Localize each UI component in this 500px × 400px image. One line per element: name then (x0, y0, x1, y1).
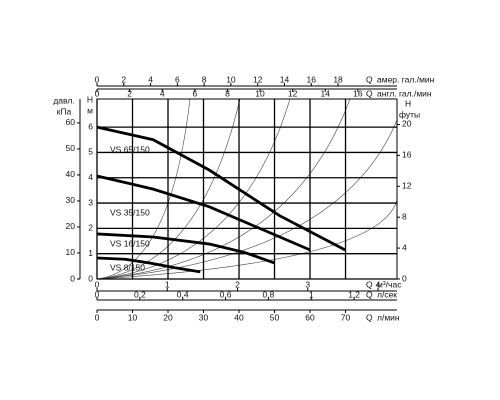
curve-label: VS 8/150 (110, 262, 145, 272)
kpa-tick-label: 40 (66, 169, 76, 179)
axis-label: H (87, 94, 93, 104)
y2-tick-label: 12 (402, 181, 412, 191)
x-tick-label: 1 (165, 279, 170, 289)
axis-q: Q (366, 88, 373, 98)
x-tick-label: 8 (225, 88, 230, 98)
x-tick-label: 6 (175, 74, 180, 84)
x-tick-label: 2 (127, 88, 132, 98)
x-tick-label: 0,6 (220, 289, 232, 299)
axis-q: Q (366, 312, 373, 322)
kpa-tick-label: 20 (66, 221, 76, 231)
x-tick-label: 0,2 (134, 289, 146, 299)
x-tick-label: 12 (253, 74, 263, 84)
axis-q: Q (366, 74, 373, 84)
x-tick-label: 3 (305, 279, 310, 289)
x-tick-label: 16 (353, 88, 363, 98)
x-tick-label: 0 (95, 74, 100, 84)
x-tick-label: 18 (333, 74, 343, 84)
x-tick-label: 2 (121, 74, 126, 84)
curve-label: VS 65/150 (110, 144, 150, 154)
axis-q: Q (366, 289, 373, 299)
axis-label: англ. гал./мин (377, 88, 432, 98)
y-tick-label: 3 (88, 197, 93, 207)
axis-label: амер. гал./мин (377, 74, 435, 84)
axis-label: м (87, 105, 93, 115)
y2-tick-label: 4 (402, 242, 407, 252)
axis-label: л/сек (377, 289, 397, 299)
y2-tick-label: 20 (402, 119, 412, 129)
x-tick-label: 70 (341, 312, 351, 322)
pump-curve (96, 125, 346, 252)
x-tick-label: 0 (95, 279, 100, 289)
x-tick-label: 4 (160, 88, 165, 98)
y-tick-label: 4 (88, 172, 93, 182)
axis-label: давл. (53, 95, 74, 105)
x-tick-label: 4 (376, 279, 381, 289)
x-tick-label: 40 (234, 312, 244, 322)
y2-tick-label: 16 (402, 150, 412, 160)
x-tick-label: 30 (199, 312, 209, 322)
x-tick-label: 6 (192, 88, 197, 98)
x-tick-label: 10 (128, 312, 138, 322)
kpa-tick-label: 30 (66, 195, 76, 205)
axis-q: Q (366, 279, 373, 289)
x-tick-label: 1,2 (348, 289, 360, 299)
kpa-tick-label: 0 (70, 273, 75, 283)
kpa-tick-label: 60 (66, 117, 76, 127)
x-tick-label: 0 (95, 312, 100, 322)
x-tick-label: 8 (202, 74, 207, 84)
x-tick-label: 20 (163, 312, 173, 322)
x-tick-label: 16 (307, 74, 317, 84)
x-tick-label: 0,8 (263, 289, 275, 299)
y-tick-label: 6 (88, 121, 93, 131)
axis-label: H (405, 98, 411, 108)
x-tick-label: 4 (148, 74, 153, 84)
x-tick-label: 2 (235, 279, 240, 289)
y-tick-label: 2 (88, 223, 93, 233)
kpa-tick-label: 50 (66, 143, 76, 153)
x-tick-label: 10 (255, 88, 265, 98)
axis-label: кПа (57, 106, 72, 116)
axis-label: л/мин (377, 312, 400, 322)
axis-label: м³/час (377, 279, 402, 289)
x-tick-label: 12 (288, 88, 298, 98)
x-tick-label: 50 (270, 312, 280, 322)
pump-curve (96, 174, 311, 252)
axis-label: футы (399, 109, 420, 119)
pump-curve (96, 256, 201, 274)
x-tick-label: 0 (95, 88, 100, 98)
y-tick-label: 0 (88, 273, 93, 283)
y2-tick-label: 8 (402, 211, 407, 221)
curve-label: VS 35/150 (110, 207, 150, 217)
x-tick-label: 10 (226, 74, 236, 84)
plot-frame (96, 98, 398, 280)
x-tick-label: 14 (321, 88, 331, 98)
x-tick-label: 60 (305, 312, 315, 322)
x-tick-label: 0 (95, 289, 100, 299)
y-tick-label: 5 (88, 147, 93, 157)
y2-tick-label: 0 (402, 273, 407, 283)
pump-curve (96, 232, 276, 265)
x-tick-label: 14 (280, 74, 290, 84)
x-tick-label: 0,4 (177, 289, 189, 299)
x-tick-label: 1 (309, 289, 314, 299)
curve-label: VS 16/150 (110, 238, 150, 248)
kpa-tick-label: 10 (66, 247, 76, 257)
y-tick-label: 1 (88, 248, 93, 258)
